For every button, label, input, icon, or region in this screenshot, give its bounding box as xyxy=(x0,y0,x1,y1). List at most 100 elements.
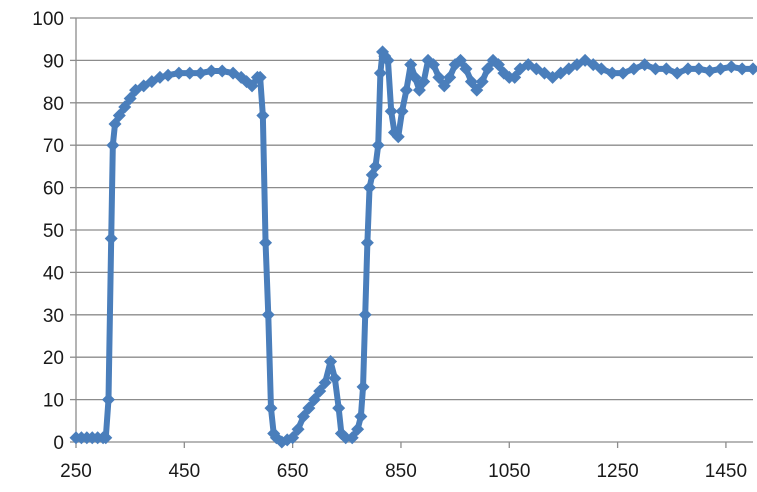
data-point-marker xyxy=(307,393,321,407)
data-point-marker xyxy=(627,62,641,76)
data-point-marker xyxy=(508,70,522,84)
data-point-marker xyxy=(123,92,137,106)
data-point-marker xyxy=(345,431,359,445)
data-point-marker xyxy=(194,66,208,80)
y-axis-tick-labels: 0 10 20 30 40 50 60 70 80 90 100 xyxy=(32,9,64,454)
data-point-marker xyxy=(245,79,259,93)
data-point-marker xyxy=(481,62,495,76)
data-point-marker xyxy=(256,109,270,123)
y-tick-label: 40 xyxy=(43,263,64,284)
data-point-marker xyxy=(172,66,186,80)
data-point-marker xyxy=(332,401,346,415)
data-point-marker xyxy=(475,75,489,89)
y-tick-label: 0 xyxy=(53,433,64,454)
y-tick-label: 30 xyxy=(43,306,64,327)
data-point-marker xyxy=(104,231,118,245)
x-tick-label: 1250 xyxy=(596,461,638,482)
data-point-marker xyxy=(659,62,673,76)
x-tick-label: 250 xyxy=(60,461,92,482)
data-point-marker xyxy=(605,66,619,80)
data-point-marker xyxy=(360,236,374,250)
data-point-marker xyxy=(670,66,684,80)
x-tick-label: 650 xyxy=(277,461,309,482)
data-point-marker xyxy=(404,58,418,72)
y-tick-label: 60 xyxy=(43,179,64,200)
y-tick-label: 50 xyxy=(43,221,64,242)
data-point-marker xyxy=(491,58,505,72)
data-point-marker xyxy=(381,53,395,67)
data-point-marker xyxy=(302,401,316,415)
data-point-marker xyxy=(513,62,527,76)
data-point-marker xyxy=(735,62,749,76)
data-point-marker xyxy=(459,62,473,76)
data-point-marker xyxy=(261,308,275,322)
axes xyxy=(70,17,753,448)
data-point-marker xyxy=(432,70,446,84)
x-tick-label: 1450 xyxy=(705,461,747,482)
data-point-marker xyxy=(426,58,440,72)
data-point-marker xyxy=(594,62,608,76)
data-point-marker xyxy=(328,371,342,385)
data-point-marker xyxy=(259,236,273,250)
data-point-marker xyxy=(369,159,383,173)
data-point-marker xyxy=(106,138,120,152)
x-tick-label: 1050 xyxy=(488,461,530,482)
data-point-marker xyxy=(443,70,457,84)
data-point-marker xyxy=(417,75,431,89)
data-point-marker xyxy=(118,100,132,114)
x-axis-tick-labels: 250 450 650 850 1050 1250 1450 xyxy=(60,461,747,482)
data-point-marker xyxy=(313,384,327,398)
data-point-marker xyxy=(703,64,717,78)
data-point-marker xyxy=(112,109,126,123)
data-point-marker xyxy=(724,60,738,74)
data-point-marker xyxy=(215,64,229,78)
data-point-marker xyxy=(363,181,377,195)
x-tick-label: 450 xyxy=(168,461,200,482)
data-point-marker xyxy=(354,410,368,424)
data-point-marker xyxy=(161,68,175,82)
y-tick-label: 100 xyxy=(32,9,64,30)
data-point-marker xyxy=(746,62,757,76)
data-point-marker xyxy=(324,354,338,368)
data-point-marker xyxy=(616,66,630,80)
series-line xyxy=(73,48,756,445)
data-point-marker xyxy=(296,410,310,424)
data-point-marker xyxy=(391,130,405,144)
data-point-marker xyxy=(318,376,332,390)
data-point-marker xyxy=(464,75,478,89)
data-point-marker xyxy=(183,66,197,80)
data-point-marker xyxy=(399,83,413,97)
data-point-marker xyxy=(437,79,451,93)
data-point-marker xyxy=(395,104,409,118)
data-point-marker xyxy=(253,70,267,84)
data-point-marker xyxy=(649,62,663,76)
data-point-marker xyxy=(371,138,385,152)
y-tick-label: 20 xyxy=(43,348,64,369)
x-tick-label: 850 xyxy=(385,461,417,482)
data-point-marker xyxy=(204,64,218,78)
data-point-marker xyxy=(692,62,706,76)
data-point-marker xyxy=(286,431,300,445)
data-point-marker xyxy=(714,62,728,76)
data-point-marker xyxy=(454,53,468,67)
gridlines xyxy=(76,17,753,401)
data-point-marker xyxy=(101,393,115,407)
data-point-marker xyxy=(681,62,695,76)
y-tick-label: 80 xyxy=(43,94,64,115)
data-point-marker xyxy=(99,431,113,445)
data-point-marker xyxy=(562,62,576,76)
data-point-marker xyxy=(638,58,652,72)
data-point-marker xyxy=(291,422,305,436)
data-point-marker xyxy=(384,104,398,118)
data-series xyxy=(69,45,757,449)
data-point-marker xyxy=(356,380,370,394)
data-point-marker xyxy=(351,422,365,436)
data-point-marker xyxy=(264,401,278,415)
data-point-marker xyxy=(358,308,372,322)
y-tick-label: 90 xyxy=(43,51,64,72)
y-tick-label: 10 xyxy=(43,391,64,412)
data-point-marker xyxy=(373,66,387,80)
data-point-marker xyxy=(470,83,484,97)
y-tick-label: 70 xyxy=(43,136,64,157)
